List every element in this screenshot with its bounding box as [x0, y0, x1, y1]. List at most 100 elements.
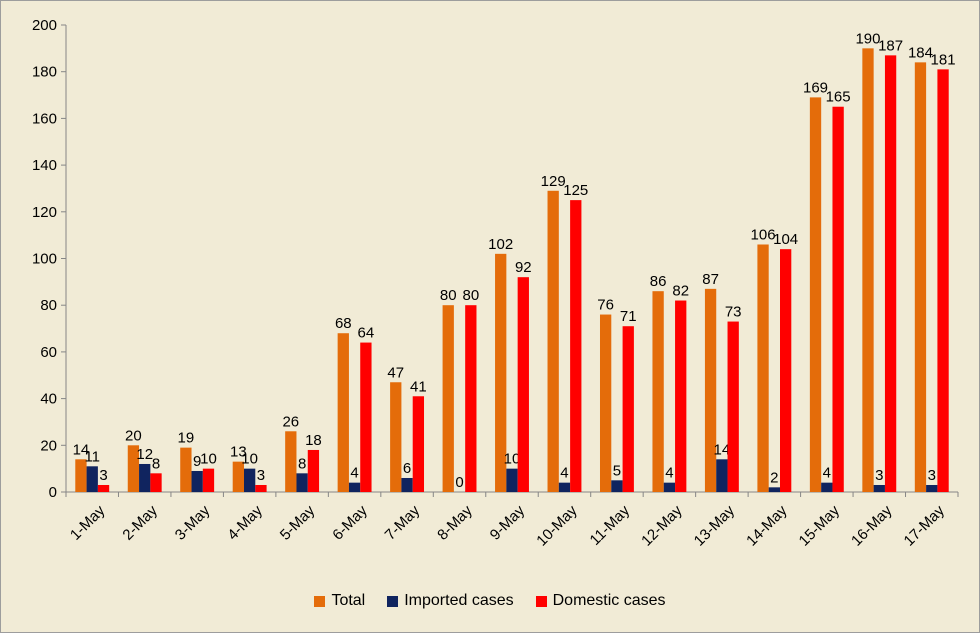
data-label: 12 [136, 446, 153, 463]
bar [401, 477, 413, 492]
data-label: 10 [504, 451, 521, 468]
data-label: 190 [855, 30, 880, 47]
legend-swatch-domestic [535, 595, 547, 607]
bar [506, 468, 518, 492]
y-tick-label: 20 [40, 437, 57, 454]
data-label: 64 [358, 325, 375, 342]
data-label: 129 [541, 173, 566, 190]
bar [150, 473, 162, 492]
data-label: 4 [350, 465, 358, 482]
bar [465, 305, 477, 492]
bar [307, 449, 320, 492]
data-label: 26 [282, 413, 299, 430]
data-label: 2 [770, 469, 778, 486]
x-tick-label: 16-May [848, 502, 896, 550]
x-tick-label: 13-May [691, 502, 739, 550]
x-tick-label: 14-May [743, 502, 791, 550]
data-label: 80 [440, 287, 457, 304]
data-label: 80 [462, 287, 479, 304]
bar [180, 447, 192, 492]
x-tick-label: 7-May [382, 502, 424, 544]
data-label: 4 [823, 465, 831, 482]
data-label: 10 [200, 451, 217, 468]
data-label: 187 [878, 37, 903, 54]
bar [652, 291, 664, 492]
data-label: 82 [672, 283, 689, 300]
bar [243, 468, 256, 492]
y-tick-label: 200 [32, 17, 57, 34]
x-tick-label: 5-May [277, 502, 319, 544]
bar [412, 396, 425, 492]
bar [663, 482, 676, 492]
bar [821, 482, 833, 492]
bar [285, 431, 297, 492]
bar [704, 288, 717, 492]
bar [570, 200, 582, 492]
legend-item-domestic: Domestic cases [535, 592, 666, 610]
data-label: 102 [488, 236, 513, 253]
data-label: 165 [826, 89, 851, 106]
bar [337, 333, 349, 492]
bar [937, 69, 949, 493]
bar [926, 484, 938, 492]
bar [914, 62, 927, 493]
bar [495, 253, 507, 492]
data-label: 68 [335, 315, 352, 332]
data-label: 3 [99, 467, 107, 484]
bar [255, 484, 267, 492]
data-label: 10 [241, 451, 258, 468]
x-tick-label: 10-May [533, 502, 581, 550]
bar [202, 468, 215, 492]
bar [716, 459, 728, 492]
data-label: 5 [613, 462, 621, 479]
data-label: 92 [515, 259, 532, 276]
x-tick-label: 6-May [329, 502, 371, 544]
bar [348, 482, 361, 492]
x-tick-label: 12-May [638, 502, 686, 550]
x-tick-label: 1-May [67, 502, 109, 544]
legend-label-domestic: Domestic cases [552, 592, 666, 609]
bar [675, 300, 687, 492]
data-label: 169 [803, 79, 828, 96]
data-label: 0 [455, 474, 463, 491]
data-label: 14 [714, 441, 731, 458]
x-tick-label: 2-May [119, 502, 161, 544]
data-label: 86 [650, 273, 667, 290]
data-label: 14 [73, 441, 90, 458]
y-tick-label: 60 [40, 344, 57, 361]
data-label: 104 [773, 231, 798, 248]
x-tick-label: 4-May [224, 502, 266, 544]
data-label: 4 [665, 465, 673, 482]
bar [757, 244, 769, 492]
y-tick-label: 120 [32, 204, 57, 221]
data-label: 4 [560, 465, 568, 482]
bar [611, 480, 623, 492]
x-tick-label: 15-May [796, 502, 844, 550]
bar [862, 48, 874, 492]
x-tick-label: 8-May [434, 502, 476, 544]
data-label: 181 [931, 51, 956, 68]
bar [780, 249, 792, 492]
data-label: 19 [178, 430, 195, 447]
y-tick-label: 140 [32, 157, 57, 174]
x-tick-label: 17-May [901, 502, 949, 550]
bar [809, 97, 822, 492]
data-label: 184 [908, 44, 933, 61]
y-tick-label: 100 [32, 251, 57, 268]
legend: Total Imported cases Domestic cases [1, 589, 979, 613]
x-tick-label: 3-May [172, 502, 214, 544]
data-label: 106 [751, 226, 776, 243]
bar [832, 106, 844, 492]
bar [127, 445, 140, 492]
data-label: 8 [298, 455, 306, 472]
data-label: 73 [725, 304, 742, 321]
data-label: 47 [387, 364, 404, 381]
bar [873, 484, 885, 492]
bar [97, 484, 110, 492]
data-label: 9 [193, 453, 201, 470]
data-label: 13 [230, 444, 247, 461]
y-tick-label: 40 [40, 391, 57, 408]
bar [139, 463, 151, 492]
bar [622, 326, 634, 492]
